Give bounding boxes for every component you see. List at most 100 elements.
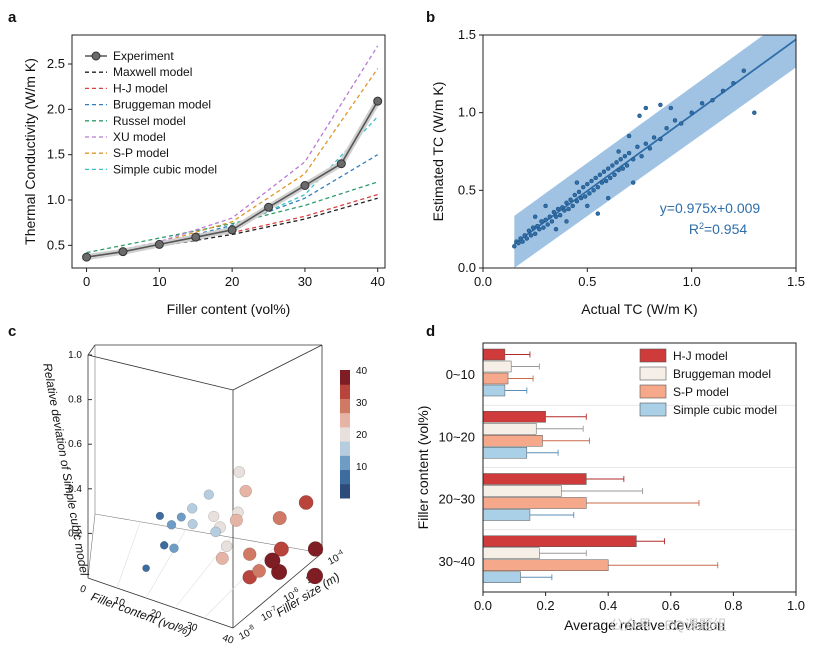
fit-equation: y=0.975x+0.009 <box>660 200 761 216</box>
colorbar-segment <box>340 398 350 414</box>
bar <box>482 384 506 397</box>
data-point <box>574 198 580 204</box>
floor-grid-line <box>145 529 187 599</box>
y-axis-label: Thermal Conductivity (W/m K) <box>22 58 38 245</box>
data-point <box>605 195 611 201</box>
experiment-point <box>118 247 128 257</box>
data-point <box>512 244 517 249</box>
x-tick-label: 1.5 <box>787 274 805 289</box>
data-point <box>530 225 536 230</box>
x-tick-label: 20 <box>225 274 239 289</box>
colorbar-segment <box>340 426 350 442</box>
sphere-point <box>272 511 287 526</box>
y-tick-label: 10-8 <box>237 624 258 643</box>
x-tick-label: 0.0 <box>474 274 492 289</box>
bar <box>482 423 537 435</box>
data-point <box>518 236 523 241</box>
data-point <box>582 194 588 199</box>
sphere-point <box>203 489 214 500</box>
data-point <box>580 184 586 190</box>
x-tick-label: 1.0 <box>683 274 701 289</box>
legend-label: Simple cubic model <box>673 403 777 417</box>
z-tick-label: 0.8 <box>68 395 82 406</box>
data-point <box>678 121 684 126</box>
z-tick-label: 0.2 <box>68 528 82 539</box>
legend-label: H-J model <box>673 349 728 363</box>
panel-d-bar-chart: 0~10 10~20 20~30 30~40 0.0 0.2 0.4 0.6 0.8 1.0 Ave… <box>415 342 805 633</box>
sphere-point <box>242 547 257 561</box>
data-point <box>595 211 601 216</box>
data-point <box>639 153 644 159</box>
data-point <box>589 178 594 184</box>
data-point <box>570 203 575 209</box>
r-squared-label: R2=0.954 <box>689 221 748 237</box>
data-point <box>553 214 559 219</box>
category-label: 30~40 <box>438 554 475 569</box>
x-tick-label: 0.6 <box>662 598 680 613</box>
colorbar-tick-label: 30 <box>356 398 368 409</box>
data-point <box>605 166 611 171</box>
sphere-point <box>186 503 198 514</box>
legend-label: Simple cubic model <box>113 162 217 176</box>
x-tick-label: 1.0 <box>787 598 805 613</box>
legend-swatch <box>639 366 667 381</box>
data-point <box>731 80 736 86</box>
experiment-point <box>227 225 237 235</box>
x-tick-label: 0.5 <box>578 274 596 289</box>
data-point <box>672 118 678 123</box>
data-point <box>741 68 747 73</box>
sphere-point <box>273 541 289 557</box>
colorbar-segment <box>340 483 350 499</box>
sphere-point <box>208 510 220 522</box>
category-label: 0~10 <box>446 367 475 382</box>
bar <box>482 485 562 497</box>
x-axis-label: Actual TC (W/m K) <box>581 301 697 317</box>
data-point <box>595 184 601 190</box>
x-tick-label: 40 <box>370 274 384 289</box>
z-tick-label: 1.0 <box>68 350 82 361</box>
data-point <box>608 175 613 181</box>
legend-label: Maxwell model <box>113 65 192 79</box>
sphere-point <box>166 520 177 530</box>
box-edge <box>232 344 323 391</box>
data-point <box>532 214 538 219</box>
x-tick-label: 30 <box>298 274 312 289</box>
y-tick-label: 1.5 <box>458 27 476 42</box>
bar <box>482 559 609 571</box>
data-point <box>616 167 621 173</box>
plot-frame <box>482 34 797 269</box>
data-point <box>585 203 590 209</box>
data-point <box>597 172 603 178</box>
data-point <box>610 163 615 168</box>
data-point <box>541 225 546 230</box>
legend-label: Russel model <box>113 114 186 128</box>
data-point <box>528 233 534 238</box>
colorbar-segment <box>340 370 350 385</box>
data-point <box>658 136 663 142</box>
bar <box>482 497 587 509</box>
data-point <box>551 209 557 215</box>
panel-b-scatter-chart: 0.0 0.5 1.0 1.5 0.0 0.5 1.0 1.5 Actual TC (W/m K… <box>430 27 805 317</box>
bar <box>482 411 546 423</box>
data-point <box>668 105 674 111</box>
data-point <box>593 175 598 181</box>
legend-swatch <box>639 402 667 417</box>
bar <box>482 509 531 521</box>
data-point <box>658 102 663 108</box>
panel-label-a: a <box>8 9 17 26</box>
panel-label-c: c <box>8 323 16 340</box>
data-point <box>526 228 532 233</box>
bar <box>482 360 512 373</box>
y-tick-label: 2.5 <box>47 56 65 71</box>
sphere-point <box>306 567 324 585</box>
data-point <box>537 226 542 232</box>
plot-frame <box>482 342 797 593</box>
data-point <box>545 222 550 227</box>
colorbar-segment <box>340 412 350 428</box>
sphere-point <box>264 552 281 569</box>
data-point <box>532 231 538 237</box>
colorbar-segment <box>340 441 350 456</box>
x-axis-label: Filler content (vol%) <box>167 301 291 317</box>
series-line-russel-model <box>86 181 378 254</box>
